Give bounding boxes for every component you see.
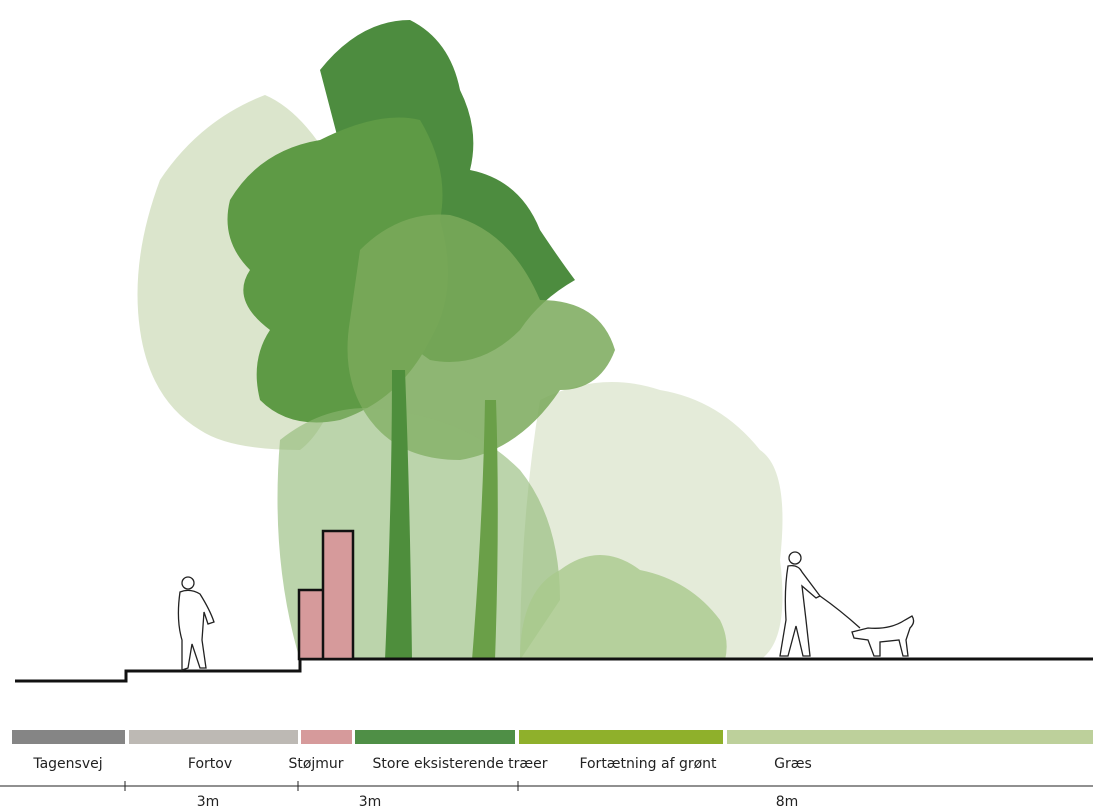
trunk (472, 400, 498, 660)
zone-bar (301, 730, 352, 744)
zone-bar (355, 730, 515, 744)
zone-bar (519, 730, 723, 744)
person-with-dog (779, 551, 915, 657)
dimension-label: 3m (197, 794, 220, 807)
zone-bar (12, 730, 125, 744)
dimension-label: 3m (359, 794, 382, 807)
ground-line (15, 657, 1093, 683)
shrubs (520, 555, 727, 660)
zone-bar (727, 730, 1093, 744)
tree-light-crown (347, 214, 615, 460)
zone-label: Tagensvej (32, 756, 102, 772)
zone-legend: Tagensvej Fortov Støjmur Store eksisterende… (12, 730, 1093, 772)
vegetation (137, 20, 783, 660)
zone-label: Græs (774, 756, 812, 772)
zone-label: Fortov (188, 756, 232, 772)
noise-wall-high (321, 529, 355, 661)
zone-label: Støjmur (288, 756, 343, 772)
zone-label: Store eksisterende træer (373, 756, 548, 772)
zone-label: Fortætning af grønt (579, 756, 717, 772)
pedestrian (177, 576, 215, 671)
dimension-label: 8m (776, 794, 799, 807)
zone-bar (129, 730, 298, 744)
trunk (385, 370, 412, 660)
dimensions: 3m 3m 8m (124, 781, 799, 807)
